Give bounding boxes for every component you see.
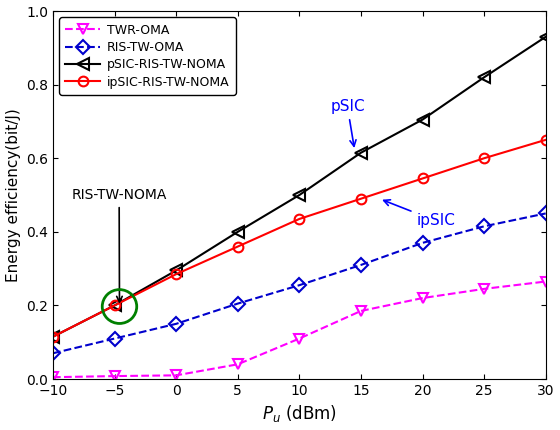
- ipSIC-RIS-TW-NOMA: [419, 176, 426, 181]
- TWR-OMA: [358, 308, 365, 313]
- Line: pSIC-RIS-TW-NOMA: pSIC-RIS-TW-NOMA: [48, 31, 551, 342]
- RIS-TW-OMA: [111, 336, 118, 341]
- RIS-TW-OMA: [480, 224, 487, 229]
- TWR-OMA: [419, 295, 426, 301]
- pSIC-RIS-TW-NOMA: [50, 334, 57, 339]
- pSIC-RIS-TW-NOMA: [235, 229, 241, 234]
- ipSIC-RIS-TW-NOMA: [111, 303, 118, 308]
- RIS-TW-OMA: [419, 240, 426, 246]
- ipSIC-RIS-TW-NOMA: [173, 272, 180, 277]
- Text: RIS-TW-NOMA: RIS-TW-NOMA: [72, 188, 167, 302]
- RIS-TW-OMA: [542, 211, 549, 216]
- ipSIC-RIS-TW-NOMA: [235, 244, 241, 249]
- Line: RIS-TW-OMA: RIS-TW-OMA: [48, 209, 550, 358]
- RIS-TW-OMA: [358, 262, 365, 267]
- ipSIC-RIS-TW-NOMA: [50, 334, 57, 339]
- Line: ipSIC-RIS-TW-NOMA: ipSIC-RIS-TW-NOMA: [48, 135, 550, 341]
- ipSIC-RIS-TW-NOMA: [296, 216, 303, 221]
- X-axis label: $P_u$ (dBm): $P_u$ (dBm): [262, 403, 337, 424]
- TWR-OMA: [296, 336, 303, 341]
- TWR-OMA: [235, 362, 241, 367]
- ipSIC-RIS-TW-NOMA: [542, 137, 549, 142]
- pSIC-RIS-TW-NOMA: [419, 117, 426, 122]
- pSIC-RIS-TW-NOMA: [542, 34, 549, 40]
- Text: ipSIC: ipSIC: [384, 200, 455, 228]
- TWR-OMA: [480, 286, 487, 292]
- RIS-TW-OMA: [296, 283, 303, 288]
- Y-axis label: Energy efficiency(bit/J): Energy efficiency(bit/J): [6, 108, 21, 282]
- pSIC-RIS-TW-NOMA: [358, 150, 365, 155]
- TWR-OMA: [50, 375, 57, 380]
- TWR-OMA: [173, 373, 180, 378]
- pSIC-RIS-TW-NOMA: [296, 193, 303, 198]
- Legend: TWR-OMA, RIS-TW-OMA, pSIC-RIS-TW-NOMA, ipSIC-RIS-TW-NOMA: TWR-OMA, RIS-TW-OMA, pSIC-RIS-TW-NOMA, i…: [59, 17, 236, 95]
- TWR-OMA: [111, 374, 118, 379]
- ipSIC-RIS-TW-NOMA: [358, 196, 365, 201]
- ipSIC-RIS-TW-NOMA: [480, 156, 487, 161]
- pSIC-RIS-TW-NOMA: [111, 303, 118, 308]
- pSIC-RIS-TW-NOMA: [173, 268, 180, 273]
- RIS-TW-OMA: [173, 321, 180, 326]
- RIS-TW-OMA: [50, 351, 57, 356]
- Text: pSIC: pSIC: [330, 99, 365, 146]
- RIS-TW-OMA: [235, 301, 241, 306]
- pSIC-RIS-TW-NOMA: [480, 75, 487, 80]
- Line: TWR-OMA: TWR-OMA: [48, 276, 550, 382]
- TWR-OMA: [542, 279, 549, 284]
